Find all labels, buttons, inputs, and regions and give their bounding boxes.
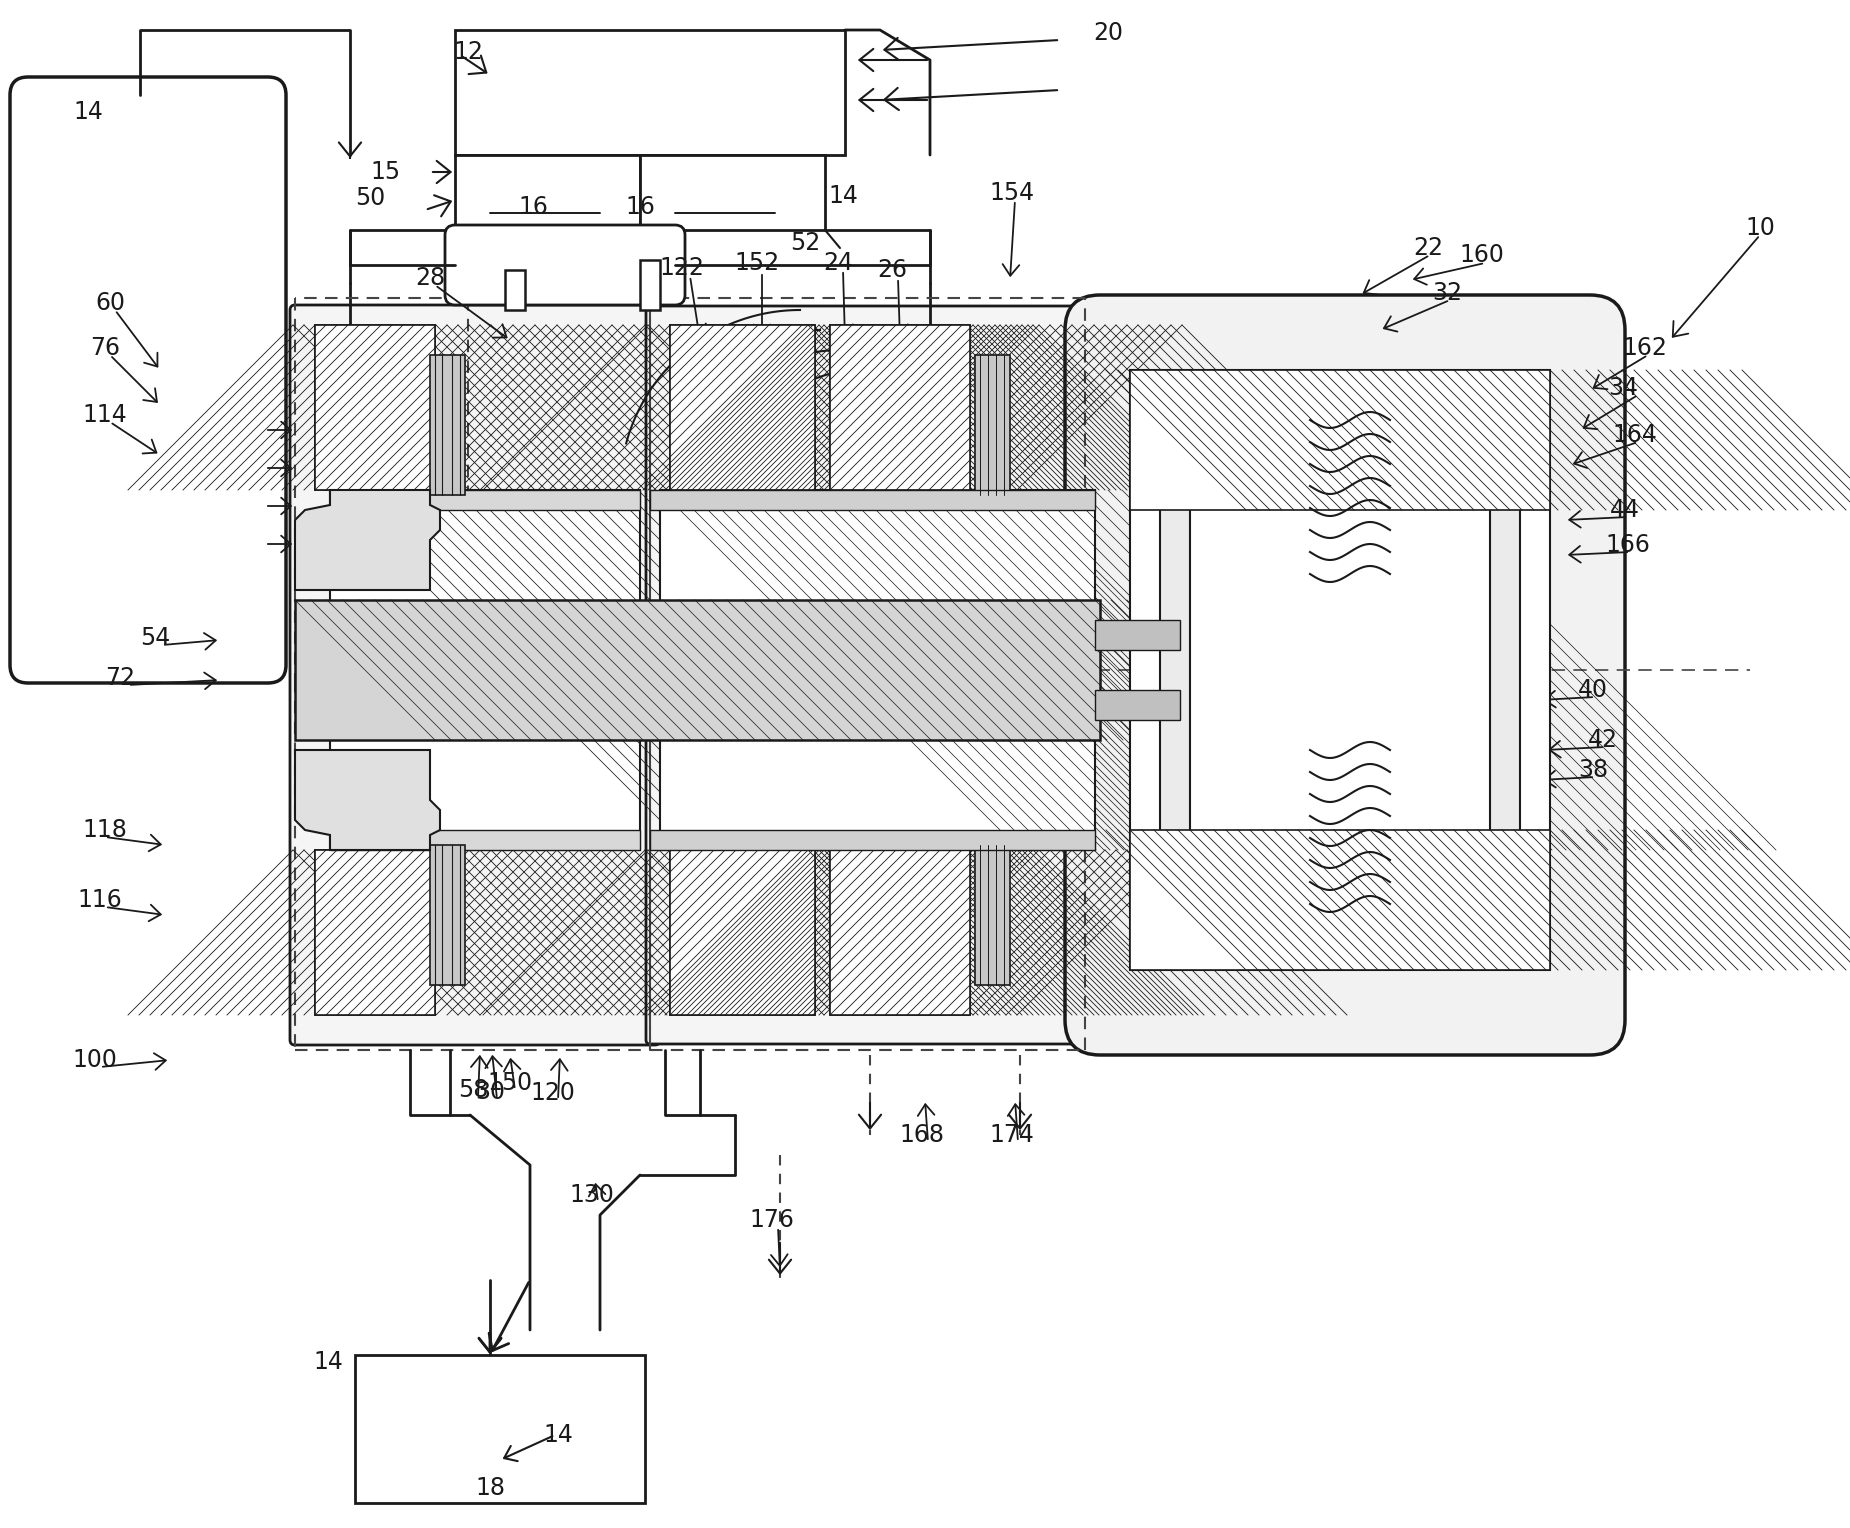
Text: 40: 40	[1578, 678, 1608, 701]
Polygon shape	[660, 490, 1095, 850]
Polygon shape	[649, 490, 1095, 510]
Text: 120: 120	[531, 1080, 575, 1105]
Polygon shape	[1095, 620, 1180, 649]
Text: 114: 114	[83, 403, 128, 426]
Text: 18: 18	[475, 1476, 505, 1500]
Text: 44: 44	[1610, 498, 1639, 523]
Polygon shape	[329, 490, 640, 510]
Bar	[1130, 370, 1550, 970]
Text: 164: 164	[1613, 423, 1658, 448]
Text: 118: 118	[83, 817, 128, 842]
Bar	[670, 850, 816, 1015]
Text: 16: 16	[625, 196, 655, 219]
Text: 14: 14	[313, 1351, 342, 1374]
Text: 28: 28	[414, 266, 446, 290]
Bar	[314, 325, 435, 490]
Bar	[455, 154, 640, 231]
Text: 100: 100	[72, 1048, 117, 1073]
Bar	[455, 31, 845, 154]
Bar	[831, 325, 969, 490]
Text: 130: 130	[570, 1183, 614, 1207]
Text: 12: 12	[453, 40, 483, 64]
Text: 152: 152	[734, 251, 779, 275]
Text: 22: 22	[1413, 235, 1443, 260]
Text: 122: 122	[660, 257, 705, 280]
Polygon shape	[975, 845, 1010, 986]
Text: 16: 16	[518, 196, 548, 219]
Text: 14: 14	[544, 1423, 574, 1447]
FancyBboxPatch shape	[9, 76, 287, 683]
Bar	[1130, 370, 1550, 510]
Text: 30: 30	[475, 1080, 505, 1105]
Bar	[670, 850, 816, 1015]
Text: 10: 10	[1745, 215, 1774, 240]
Polygon shape	[294, 490, 440, 590]
FancyBboxPatch shape	[446, 225, 684, 306]
Bar	[831, 850, 969, 1015]
Text: 54: 54	[141, 626, 170, 649]
Bar	[670, 325, 816, 490]
Text: 15: 15	[370, 160, 400, 183]
Polygon shape	[329, 490, 640, 850]
Text: 14: 14	[72, 99, 104, 124]
Bar	[640, 154, 825, 231]
Bar	[1190, 429, 1489, 911]
Polygon shape	[329, 830, 640, 850]
Polygon shape	[294, 601, 1101, 740]
Text: 176: 176	[749, 1209, 794, 1232]
FancyBboxPatch shape	[1066, 295, 1624, 1054]
Polygon shape	[1095, 691, 1180, 720]
Text: 14: 14	[829, 183, 858, 208]
Text: 76: 76	[91, 336, 120, 361]
Bar	[355, 1355, 646, 1504]
Text: 154: 154	[990, 180, 1034, 205]
Bar	[670, 325, 816, 490]
Bar	[1160, 400, 1521, 940]
Text: 116: 116	[78, 888, 122, 912]
Text: 72: 72	[105, 666, 135, 691]
Text: 32: 32	[1432, 281, 1462, 306]
Text: 24: 24	[823, 251, 853, 275]
FancyBboxPatch shape	[290, 306, 660, 1045]
Polygon shape	[429, 845, 464, 986]
Text: 42: 42	[1587, 727, 1619, 752]
Text: 160: 160	[1460, 243, 1504, 267]
Text: 166: 166	[1606, 533, 1650, 558]
FancyBboxPatch shape	[646, 306, 1104, 1044]
Bar	[831, 850, 969, 1015]
Polygon shape	[975, 354, 1010, 495]
Polygon shape	[294, 750, 440, 850]
Text: 174: 174	[990, 1123, 1034, 1148]
Polygon shape	[505, 270, 525, 310]
Bar	[831, 325, 969, 490]
Bar	[314, 850, 435, 1015]
Bar	[1130, 830, 1550, 970]
Bar	[314, 850, 435, 1015]
Text: 52: 52	[790, 231, 820, 255]
Text: 58: 58	[457, 1077, 488, 1102]
Text: 38: 38	[1578, 758, 1608, 782]
Text: 168: 168	[899, 1123, 945, 1148]
Polygon shape	[429, 354, 464, 495]
Text: 50: 50	[355, 186, 385, 209]
Text: 20: 20	[1093, 21, 1123, 44]
Text: 26: 26	[877, 258, 906, 283]
Text: 150: 150	[487, 1071, 533, 1096]
Text: 34: 34	[1608, 376, 1637, 400]
Polygon shape	[640, 260, 660, 310]
Text: 162: 162	[1622, 336, 1667, 361]
Bar	[314, 325, 435, 490]
Text: 60: 60	[94, 290, 126, 315]
Polygon shape	[649, 830, 1095, 850]
